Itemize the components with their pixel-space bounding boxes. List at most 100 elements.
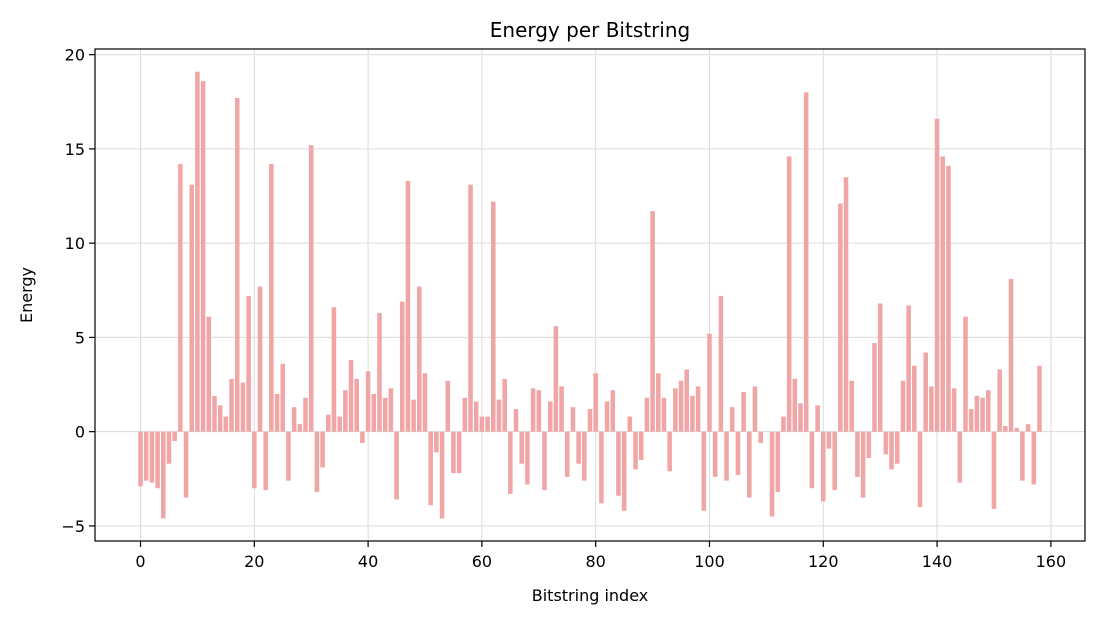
bar xyxy=(428,431,433,506)
bar xyxy=(212,395,217,432)
bar xyxy=(946,165,951,432)
bar xyxy=(405,180,411,432)
bar xyxy=(337,416,342,432)
bar xyxy=(382,397,388,432)
bar xyxy=(308,145,314,432)
bar xyxy=(155,431,160,489)
bar xyxy=(934,118,940,432)
bar xyxy=(229,378,234,432)
x-tick-label: 0 xyxy=(135,552,145,571)
bar xyxy=(303,397,308,432)
bar xyxy=(320,431,325,468)
bar xyxy=(399,301,405,432)
bar xyxy=(826,431,832,449)
bar xyxy=(582,431,587,481)
bar xyxy=(149,431,155,483)
bar xyxy=(610,390,616,432)
bar xyxy=(388,388,394,432)
bar xyxy=(138,431,143,487)
bar xyxy=(741,392,746,432)
bar xyxy=(564,431,570,477)
x-tick-label: 60 xyxy=(472,552,492,571)
bar xyxy=(593,373,598,432)
bar xyxy=(542,431,547,491)
bar xyxy=(536,390,542,432)
bar xyxy=(798,403,803,432)
bar xyxy=(604,401,610,432)
chart-title: Energy per Bitstring xyxy=(490,18,691,42)
bar xyxy=(963,316,968,432)
bar xyxy=(621,431,627,511)
bar xyxy=(422,373,428,432)
bar xyxy=(940,156,946,432)
bar xyxy=(587,409,593,432)
bar xyxy=(326,414,331,432)
bar xyxy=(269,163,274,432)
x-tick-label: 20 xyxy=(244,552,264,571)
bar xyxy=(747,431,752,498)
x-tick-label: 80 xyxy=(586,552,606,571)
bar xyxy=(650,211,655,432)
bar xyxy=(695,386,701,432)
bar xyxy=(547,401,553,432)
bar xyxy=(832,431,837,491)
bar xyxy=(434,431,439,453)
x-tick-label: 120 xyxy=(808,552,839,571)
bar xyxy=(644,397,650,432)
y-axis-label: Energy xyxy=(17,267,36,323)
bar xyxy=(690,395,695,432)
bar xyxy=(923,352,928,432)
bars xyxy=(138,71,1042,519)
y-tick-label: 10 xyxy=(65,234,85,253)
bar xyxy=(883,431,889,455)
bar xyxy=(525,431,530,485)
bar xyxy=(718,295,724,432)
bar xyxy=(1014,427,1019,432)
bar xyxy=(627,416,633,432)
bar xyxy=(656,373,661,432)
bar xyxy=(860,431,866,498)
y-tick-label: −5 xyxy=(61,517,85,536)
bar xyxy=(394,431,399,500)
bar xyxy=(172,431,177,442)
bar xyxy=(377,312,382,432)
y-tick-label: 5 xyxy=(75,328,85,347)
bar xyxy=(331,307,337,432)
bar xyxy=(166,431,172,464)
bar xyxy=(974,395,980,432)
bar xyxy=(519,431,524,464)
bar xyxy=(291,407,297,432)
bar xyxy=(809,431,815,489)
bar xyxy=(178,163,183,432)
y-tick-label: 15 xyxy=(65,140,85,159)
bar xyxy=(576,431,581,464)
bar xyxy=(667,431,672,472)
bar xyxy=(570,407,576,432)
bar xyxy=(360,431,365,443)
bar xyxy=(161,431,166,519)
bar xyxy=(900,380,906,432)
bar xyxy=(838,203,843,432)
x-tick-label: 160 xyxy=(1036,552,1067,571)
bar xyxy=(815,405,820,432)
bar xyxy=(712,431,718,477)
bar xyxy=(189,184,194,432)
y-tick-label: 0 xyxy=(75,423,85,442)
bar xyxy=(991,431,997,509)
bar xyxy=(462,397,468,432)
bar xyxy=(439,431,445,519)
bar xyxy=(866,431,872,459)
bar xyxy=(365,371,371,432)
bar xyxy=(855,431,860,477)
bar xyxy=(354,378,359,432)
bar xyxy=(616,431,621,496)
bar xyxy=(707,333,712,432)
bar xyxy=(491,201,496,432)
bar xyxy=(468,184,473,432)
bar xyxy=(286,431,291,481)
x-tick-label: 40 xyxy=(358,552,378,571)
bar xyxy=(371,393,377,432)
bar xyxy=(684,369,689,432)
bar xyxy=(348,360,354,432)
bar xyxy=(889,431,894,470)
